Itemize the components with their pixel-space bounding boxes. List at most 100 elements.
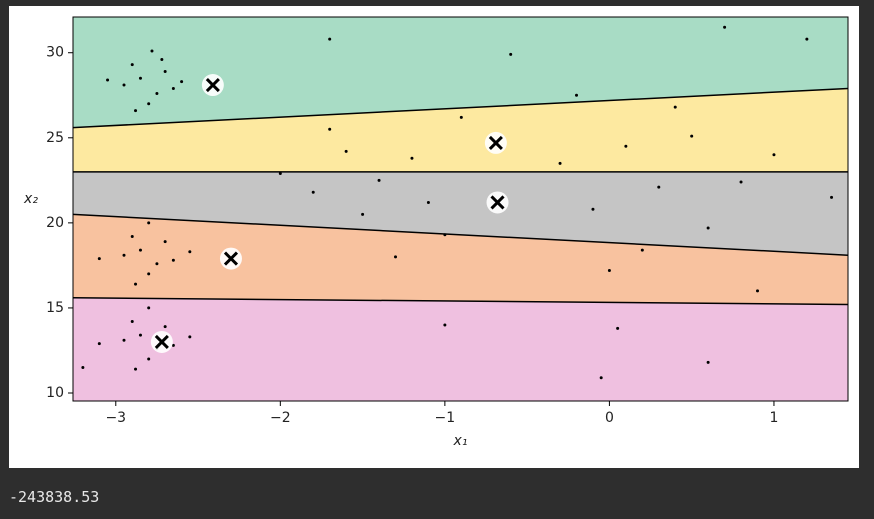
point xyxy=(410,156,414,160)
point xyxy=(558,161,562,165)
centroid xyxy=(486,191,509,214)
x-tick-label: 0 xyxy=(605,410,614,426)
point xyxy=(122,83,126,87)
point xyxy=(160,58,164,62)
point xyxy=(311,190,315,194)
point xyxy=(443,323,447,327)
centroid xyxy=(201,74,224,97)
point xyxy=(739,180,743,184)
point xyxy=(640,248,644,252)
region xyxy=(73,214,848,305)
y-tick-label: 10 xyxy=(46,385,64,401)
point xyxy=(147,357,151,361)
x-tick-label: −3 xyxy=(105,410,126,426)
point xyxy=(97,342,101,346)
point xyxy=(772,153,776,157)
point xyxy=(134,109,138,113)
point xyxy=(97,257,101,261)
x-tick-label: −1 xyxy=(435,410,456,426)
point xyxy=(106,78,110,82)
point xyxy=(723,25,727,29)
decision-boundary xyxy=(72,296,849,306)
region xyxy=(73,17,848,128)
point xyxy=(122,253,126,257)
point xyxy=(81,365,85,369)
point xyxy=(163,325,167,329)
point xyxy=(624,144,628,148)
region xyxy=(73,297,848,401)
point xyxy=(706,360,710,364)
point xyxy=(163,69,167,73)
point xyxy=(138,333,142,337)
cell-output: -243838.53 xyxy=(9,488,100,506)
point xyxy=(155,92,159,96)
region xyxy=(73,88,848,172)
y-tick-label: 20 xyxy=(46,215,64,231)
chart: −3 −2 −1 0 1 10 15 20 25 30 x₁ x₂ xyxy=(23,16,849,449)
point xyxy=(394,255,398,259)
point xyxy=(443,233,447,237)
decision-boundary xyxy=(72,213,849,256)
point xyxy=(122,338,126,342)
point xyxy=(377,178,381,182)
centroid xyxy=(150,330,173,353)
point xyxy=(134,282,138,286)
centroid-cross xyxy=(488,135,503,150)
centroid-cross xyxy=(154,334,169,350)
point xyxy=(138,248,142,252)
figure: −3 −2 −1 0 1 10 15 20 25 30 x₁ x₂ xyxy=(9,6,859,468)
centroid xyxy=(219,247,242,270)
y-tick-label: 30 xyxy=(46,45,64,61)
point xyxy=(599,376,603,380)
centroid-cross xyxy=(223,251,239,266)
region xyxy=(73,171,848,256)
point xyxy=(830,195,834,199)
point xyxy=(138,76,142,80)
point xyxy=(155,262,159,266)
point xyxy=(616,326,620,330)
y-axis-label: x₂ xyxy=(23,191,38,207)
point xyxy=(147,221,151,225)
point xyxy=(147,272,151,276)
centroid-cross xyxy=(490,195,505,210)
point xyxy=(328,127,332,131)
point xyxy=(706,226,710,230)
point xyxy=(171,343,175,347)
point xyxy=(171,86,175,90)
point xyxy=(130,320,134,324)
point xyxy=(361,212,365,216)
point xyxy=(344,149,348,153)
point xyxy=(147,102,151,106)
point xyxy=(607,269,611,273)
point xyxy=(188,250,192,254)
point xyxy=(180,80,184,84)
point xyxy=(147,306,151,310)
point xyxy=(130,234,134,238)
point xyxy=(657,185,661,189)
decision-boundary xyxy=(72,87,849,129)
point xyxy=(673,105,677,109)
point xyxy=(690,134,694,138)
point xyxy=(134,367,138,371)
point xyxy=(163,240,167,244)
point xyxy=(591,207,595,211)
centroid xyxy=(484,131,507,154)
point xyxy=(756,289,760,293)
x-tick-label: −2 xyxy=(270,410,291,426)
point xyxy=(188,335,192,339)
point xyxy=(459,115,463,119)
point xyxy=(509,52,513,56)
point xyxy=(426,200,430,204)
point xyxy=(130,63,134,67)
point xyxy=(150,49,154,53)
y-tick-label: 15 xyxy=(46,300,64,316)
x-tick-label: 1 xyxy=(769,410,778,426)
axes-frame xyxy=(72,16,849,402)
centroid-cross xyxy=(205,77,220,93)
point xyxy=(278,172,282,176)
x-axis-label: x₁ xyxy=(453,433,468,449)
point xyxy=(171,258,175,262)
point xyxy=(575,93,579,97)
point xyxy=(328,37,332,41)
